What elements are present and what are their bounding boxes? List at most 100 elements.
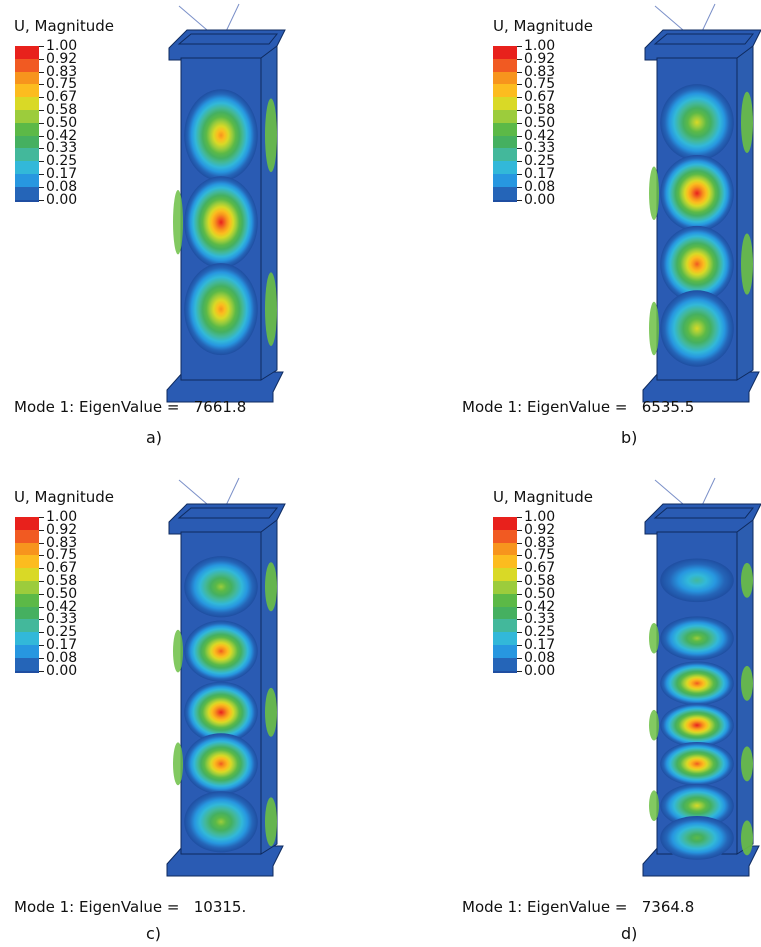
- legend-tick: [517, 657, 522, 659]
- legend-tick-label: 0.92: [524, 521, 556, 538]
- panel-sublabel: a): [146, 428, 163, 447]
- legend-swatch: [493, 46, 517, 59]
- legend-tick-label: 0.08: [524, 178, 556, 195]
- eigenvalue-value: 6535.5: [641, 398, 695, 416]
- eigenvalue-value: 7661.8: [193, 398, 247, 416]
- legend-tick: [39, 148, 44, 150]
- legend-tick-label: 0.50: [46, 585, 78, 602]
- legend-swatch: [493, 174, 517, 187]
- buckle-wave: [660, 616, 734, 661]
- legend-tick: [517, 542, 522, 544]
- legend-swatch: [493, 84, 517, 98]
- eigenvalue-value: 10315.: [193, 898, 247, 916]
- legend-swatch: [493, 568, 517, 582]
- legend-tick: [517, 529, 522, 531]
- legend-tick-label: 0.50: [524, 585, 556, 602]
- legend-tick-label: 1.00: [46, 509, 78, 525]
- legend-tick-label: 0.17: [46, 166, 78, 182]
- eigenvalue-value: 7364.8: [641, 898, 695, 916]
- legend-tick: [517, 199, 522, 201]
- legend-tick-label: 0.83: [524, 63, 556, 80]
- legend-swatch: [493, 555, 517, 569]
- legend-tick: [517, 517, 522, 518]
- caption-prefix: Mode 1: EigenValue =: [462, 898, 628, 916]
- legend-tick: [517, 619, 522, 621]
- panel-c: U, Magnitude 1.00 0.92 0.83 0.75 0.67 0.58 0.5…: [0, 474, 380, 947]
- buckle-wave: [660, 703, 734, 748]
- legend-tick: [39, 542, 44, 544]
- buckling-column: [166, 3, 286, 403]
- legend-tick-label: 0.33: [524, 140, 556, 157]
- legend-tick-label: 0.08: [46, 178, 78, 195]
- legend-swatch: [493, 186, 517, 200]
- legend-tick: [517, 555, 522, 557]
- panel-b: U, Magnitude 1.00 0.92 0.83 0.75 0.67 0.58 0.5…: [381, 0, 761, 473]
- legend-swatch: [493, 619, 517, 633]
- legend-swatch: [493, 529, 517, 543]
- buckle-wave: [184, 733, 258, 795]
- legend-tick-label: 0.25: [46, 153, 78, 170]
- legend-tick: [39, 619, 44, 621]
- legend-swatch: [493, 517, 517, 530]
- legend-tick: [517, 670, 522, 672]
- legend-tick: [39, 97, 44, 99]
- legend-tick: [517, 110, 522, 111]
- legend-swatch: [15, 593, 39, 607]
- panel-sublabel: c): [146, 924, 162, 943]
- side-bulge: [741, 746, 753, 782]
- legend-tick-label: 0.25: [46, 624, 78, 641]
- legend-tick-label: 0.00: [46, 191, 78, 208]
- side-bulge: [741, 91, 753, 153]
- legend-swatch: [15, 97, 39, 111]
- legend-swatch: [15, 135, 39, 149]
- legend-tick-label: 0.00: [524, 662, 556, 679]
- legend-swatch: [493, 122, 517, 136]
- buckling-column: [166, 477, 286, 877]
- panel-sublabel: b): [621, 428, 638, 447]
- side-bulge: [741, 233, 753, 295]
- legend-swatch: [15, 670, 39, 673]
- panel-sublabel: d): [621, 924, 638, 943]
- legend-swatch: [493, 110, 517, 123]
- legend-tick-label: 1.00: [524, 509, 556, 525]
- legend-tick-label: 0.50: [524, 114, 556, 131]
- legend-tick-label: 0.67: [524, 560, 556, 577]
- buckle-wave: [660, 155, 734, 232]
- legend-tick: [39, 593, 44, 595]
- side-bulge: [265, 797, 277, 847]
- legend-swatch: [15, 186, 39, 200]
- legend-tick-label: 0.17: [46, 637, 78, 653]
- buckle-wave: [184, 89, 258, 182]
- legend-tick: [517, 97, 522, 99]
- legend-tick-label: 0.83: [46, 534, 78, 551]
- eigenvalue-caption: Mode 1: EigenValue = 7364.8: [462, 898, 694, 916]
- legend-tick: [517, 186, 522, 188]
- legend-tick-label: 0.92: [46, 521, 78, 538]
- side-bulge: [649, 709, 659, 741]
- buckle-wave: [184, 791, 258, 853]
- legend-tick-label: 0.25: [524, 153, 556, 170]
- panel-a: U, Magnitude 1.00 0.92 0.83 0.75 0.67 0.58 0.5…: [0, 0, 380, 473]
- legend-tick-label: 0.58: [46, 102, 78, 118]
- side-bulge: [741, 562, 753, 598]
- legend-tick: [39, 517, 44, 518]
- side-bulge: [265, 98, 277, 173]
- legend-tick-label: 0.75: [46, 547, 78, 564]
- legend-tick-label: 0.17: [524, 166, 556, 182]
- legend-swatch: [15, 542, 39, 556]
- legend-tick: [39, 135, 44, 137]
- caption-prefix: Mode 1: EigenValue =: [462, 398, 628, 416]
- legend-title: U, Magnitude: [14, 488, 114, 506]
- side-bulge: [649, 790, 659, 821]
- legend-tick-label: 0.00: [46, 662, 78, 679]
- legend-tick: [517, 84, 522, 86]
- side-bulge: [173, 629, 183, 673]
- buckle-wave: [184, 681, 258, 743]
- buckle-wave: [660, 225, 734, 303]
- legend-swatch: [493, 542, 517, 556]
- legend-tick-label: 0.83: [46, 63, 78, 80]
- legend-swatch: [493, 581, 517, 594]
- legend-swatch: [493, 148, 517, 162]
- legend-tick-label: 0.67: [46, 560, 78, 577]
- legend-tick-label: 0.08: [524, 649, 556, 666]
